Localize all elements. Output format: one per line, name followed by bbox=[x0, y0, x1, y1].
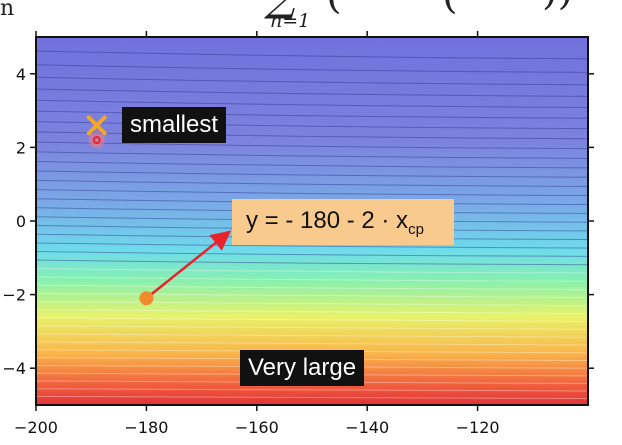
contour-line bbox=[36, 121, 588, 130]
x-tick-label: −140 bbox=[345, 418, 389, 437]
contour-line bbox=[36, 110, 588, 119]
contour-line bbox=[36, 395, 588, 400]
contour-line bbox=[36, 267, 588, 274]
x-tick-label: −120 bbox=[456, 418, 500, 437]
contour-lines bbox=[36, 50, 588, 400]
minimum-x-marker bbox=[86, 115, 107, 136]
summation-index: n=1 bbox=[270, 10, 311, 32]
y-tick-label: −4 bbox=[2, 359, 26, 378]
x-tick-label: −180 bbox=[124, 418, 168, 437]
smallest-label: smallest bbox=[122, 107, 227, 143]
formula-paren-1: ( bbox=[326, 0, 342, 18]
contour-line bbox=[36, 99, 588, 109]
equation-label: y = - 180 - 2 · xcp bbox=[232, 199, 454, 245]
y-tick-label: 0 bbox=[16, 212, 26, 231]
y-axis: 4 2 0 −2 −4 bbox=[2, 65, 594, 378]
start-point bbox=[139, 291, 154, 306]
formula-paren-2: ( bbox=[442, 0, 458, 18]
x-axis: −200 −180 −160 −140 −120 bbox=[14, 31, 500, 437]
contour-line bbox=[36, 64, 588, 73]
contour-line bbox=[36, 160, 588, 169]
y-tick-label: 4 bbox=[16, 65, 26, 84]
equation-subscript: cp bbox=[408, 221, 424, 238]
contour-line bbox=[36, 76, 588, 86]
contour-line bbox=[36, 179, 588, 187]
x-tick-label: −160 bbox=[235, 418, 279, 437]
very-large-label: Very large bbox=[240, 350, 365, 386]
minimum-point-glow bbox=[88, 132, 105, 149]
minimum-point bbox=[92, 136, 101, 145]
minimum-x-stroke bbox=[86, 115, 107, 136]
contour-line bbox=[36, 276, 588, 282]
contour-line bbox=[36, 170, 588, 178]
contour-line bbox=[36, 259, 588, 266]
contour-line bbox=[36, 50, 588, 60]
equation-text: y = - 180 - 2 · x bbox=[246, 207, 409, 234]
contour-line bbox=[36, 151, 588, 159]
gradient-arrow bbox=[145, 230, 232, 300]
x-tick-label: −200 bbox=[14, 418, 58, 437]
y-tick-label: −2 bbox=[2, 286, 26, 305]
contour-line bbox=[36, 88, 588, 97]
header-partial-text: n bbox=[0, 0, 15, 21]
sigma-symbol: ∑ bbox=[264, 0, 295, 18]
contour-line bbox=[36, 242, 588, 249]
contour-line bbox=[36, 189, 588, 197]
chart-marks bbox=[86, 115, 232, 306]
contour-line bbox=[36, 284, 588, 290]
contour-line bbox=[36, 131, 588, 140]
contour-line bbox=[36, 388, 588, 392]
contour-line bbox=[36, 251, 588, 257]
contour-line bbox=[36, 341, 588, 346]
contour-line bbox=[36, 141, 588, 150]
formula-tail: )) bbox=[542, 0, 573, 14]
y-tick-label: 2 bbox=[16, 138, 26, 157]
